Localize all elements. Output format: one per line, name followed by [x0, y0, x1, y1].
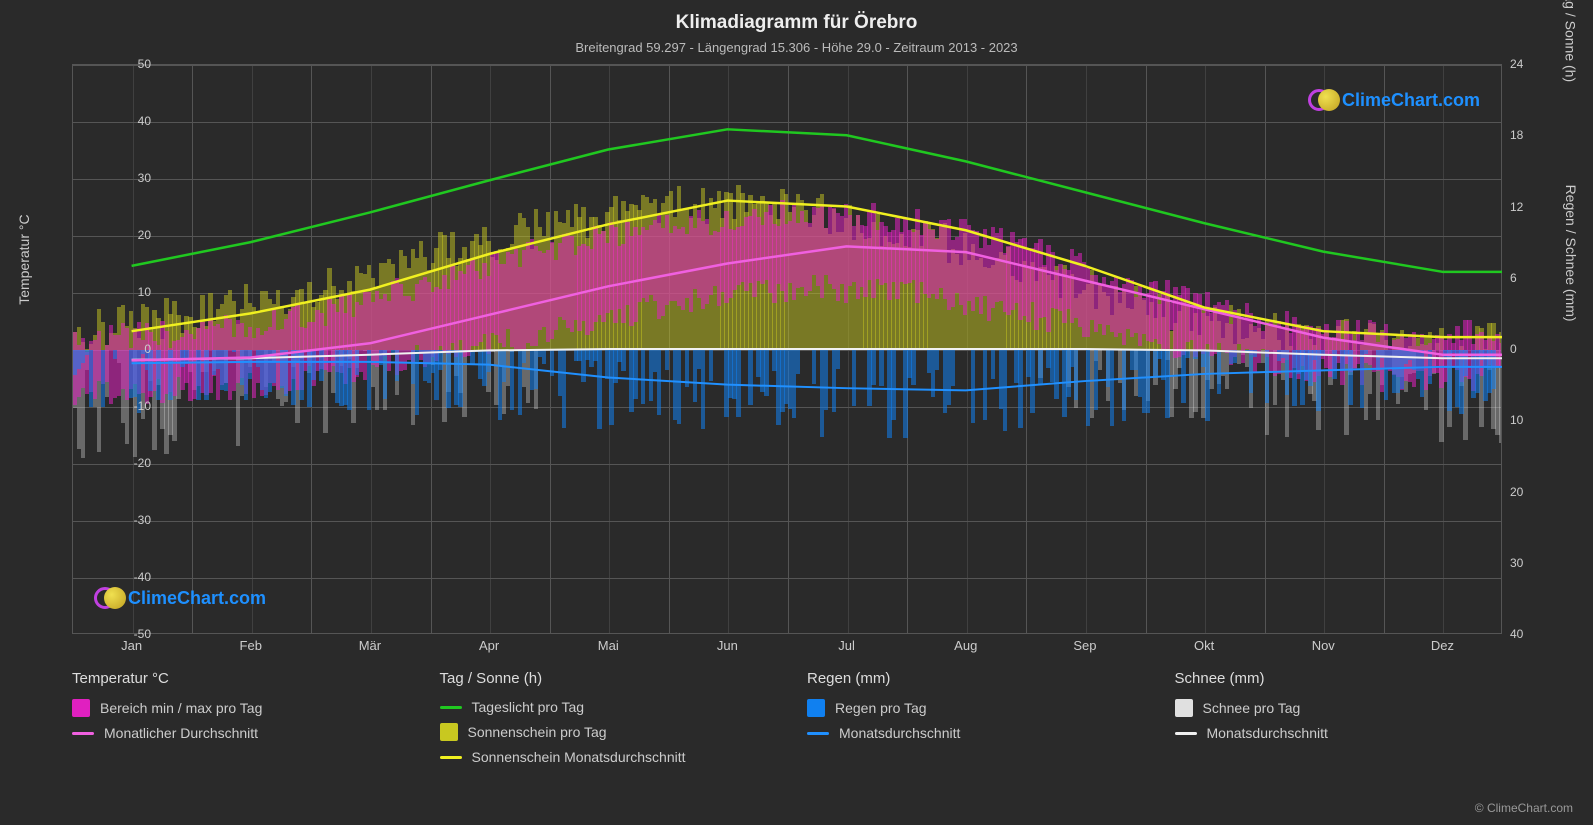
legend-group: Temperatur °C Bereich min / max pro Tag Mo…	[72, 670, 400, 773]
y-tick-left: 10	[111, 285, 151, 299]
y-tick-right-hours: 0	[1510, 342, 1517, 356]
copyright-text: © ClimeChart.com	[1475, 801, 1573, 815]
x-tick-month: Dez	[1431, 638, 1454, 653]
x-tick-month: Mai	[598, 638, 619, 653]
legend-heading: Regen (mm)	[807, 670, 1135, 687]
legend-item: Tageslicht pro Tag	[440, 699, 768, 715]
legend-label: Sonnenschein Monatsdurchschnitt	[472, 749, 686, 765]
y-tick-left: -40	[111, 570, 151, 584]
legend-line-icon	[807, 732, 829, 735]
legend-swatch-icon	[807, 699, 825, 717]
x-tick-month: Aug	[954, 638, 977, 653]
legend-heading: Temperatur °C	[72, 670, 400, 687]
x-tick-month: Mär	[359, 638, 381, 653]
y-tick-right-hours: 18	[1510, 128, 1523, 142]
y-tick-right-hours: 12	[1510, 200, 1523, 214]
legend: Temperatur °C Bereich min / max pro Tag Mo…	[72, 670, 1502, 773]
y-tick-left: 20	[111, 228, 151, 242]
legend-line-icon	[440, 706, 462, 709]
legend-line-icon	[1175, 732, 1197, 735]
legend-group: Schnee (mm) Schnee pro Tag Monatsdurchschn…	[1175, 670, 1503, 773]
legend-item: Monatlicher Durchschnitt	[72, 725, 400, 741]
x-tick-month: Jan	[121, 638, 142, 653]
brand-logo-icon	[94, 584, 122, 612]
brand-logo-top: ClimeChart.com	[1308, 86, 1480, 114]
y-tick-left: 40	[111, 114, 151, 128]
y-axis-right-top-label: Tag / Sonne (h)	[1563, 0, 1579, 82]
x-tick-month: Okt	[1194, 638, 1214, 653]
legend-label: Bereich min / max pro Tag	[100, 700, 262, 716]
brand-logo-icon	[1308, 86, 1336, 114]
legend-item: Sonnenschein pro Tag	[440, 723, 768, 741]
legend-label: Sonnenschein pro Tag	[468, 724, 607, 740]
brand-text: ClimeChart.com	[1342, 90, 1480, 111]
y-tick-left: 30	[111, 171, 151, 185]
y-tick-right-mm: 20	[1510, 485, 1523, 499]
legend-heading: Schnee (mm)	[1175, 670, 1503, 687]
legend-group: Tag / Sonne (h) Tageslicht pro Tag Sonnens…	[440, 670, 768, 773]
chart-subtitle: Breitengrad 59.297 - Längengrad 15.306 -…	[0, 34, 1593, 55]
brand-text: ClimeChart.com	[128, 588, 266, 609]
legend-group: Regen (mm) Regen pro Tag Monatsdurchschnit…	[807, 670, 1135, 773]
legend-label: Regen pro Tag	[835, 700, 927, 716]
y-tick-left: -20	[111, 456, 151, 470]
legend-line-icon	[440, 756, 462, 759]
x-tick-month: Jul	[838, 638, 855, 653]
legend-label: Schnee pro Tag	[1203, 700, 1301, 716]
y-tick-left: -10	[111, 399, 151, 413]
x-tick-month: Feb	[240, 638, 262, 653]
y-tick-left: 0	[111, 342, 151, 356]
y-tick-right-hours: 6	[1510, 271, 1517, 285]
legend-label: Monatsdurchschnitt	[1207, 725, 1328, 741]
y-axis-left-label: Temperatur °C	[16, 214, 32, 304]
legend-item: Sonnenschein Monatsdurchschnitt	[440, 749, 768, 765]
y-tick-right-hours: 24	[1510, 57, 1523, 71]
plot-area	[72, 64, 1502, 634]
y-tick-right-mm: 40	[1510, 627, 1523, 641]
legend-item: Regen pro Tag	[807, 699, 1135, 717]
x-tick-month: Jun	[717, 638, 738, 653]
chart-title: Klimadiagramm für Örebro	[0, 0, 1593, 34]
legend-item: Schnee pro Tag	[1175, 699, 1503, 717]
legend-label: Tageslicht pro Tag	[472, 699, 585, 715]
y-tick-left: -30	[111, 513, 151, 527]
y-tick-left: 50	[111, 57, 151, 71]
chart-area: ClimeChart.com ClimeChart.com	[72, 64, 1502, 634]
legend-heading: Tag / Sonne (h)	[440, 670, 768, 687]
brand-logo-bottom: ClimeChart.com	[94, 584, 266, 612]
legend-item: Monatsdurchschnitt	[1175, 725, 1503, 741]
y-tick-right-mm: 30	[1510, 556, 1523, 570]
legend-item: Bereich min / max pro Tag	[72, 699, 400, 717]
legend-swatch-icon	[72, 699, 90, 717]
x-tick-month: Nov	[1312, 638, 1335, 653]
legend-label: Monatlicher Durchschnitt	[104, 725, 258, 741]
x-tick-month: Apr	[479, 638, 499, 653]
legend-swatch-icon	[1175, 699, 1193, 717]
x-tick-month: Sep	[1073, 638, 1096, 653]
legend-swatch-icon	[440, 723, 458, 741]
y-axis-right-bottom-label: Regen / Schnee (mm)	[1563, 185, 1579, 322]
legend-label: Monatsdurchschnitt	[839, 725, 960, 741]
y-tick-right-mm: 10	[1510, 413, 1523, 427]
legend-item: Monatsdurchschnitt	[807, 725, 1135, 741]
legend-line-icon	[72, 732, 94, 735]
